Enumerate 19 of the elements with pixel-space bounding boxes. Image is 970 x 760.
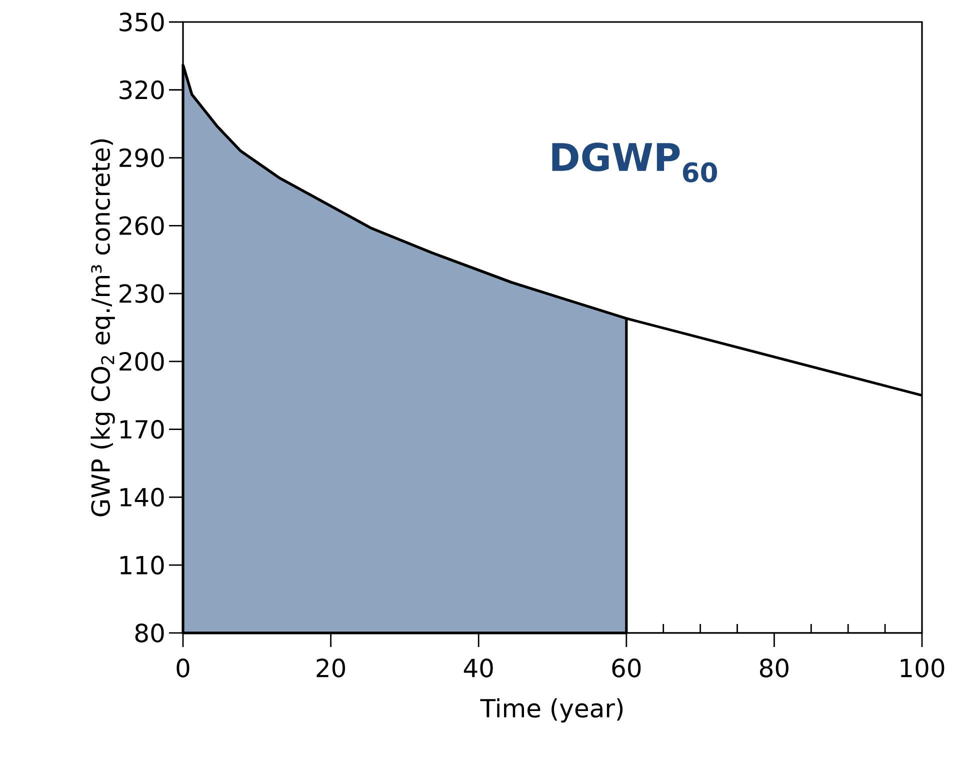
- x-tick-label: 100: [900, 658, 944, 678]
- y-tick-label: 170: [120, 420, 164, 439]
- y-tick-label: 200: [120, 352, 164, 371]
- y-tick-label: 110: [120, 556, 164, 575]
- y-tick-label: 140: [120, 488, 164, 507]
- annotation: DGWP$_{60}$: [552, 142, 718, 182]
- x-axis-title: Time (year): [480, 698, 623, 722]
- x-tick-label: 20: [316, 658, 346, 678]
- x-tick-label: 40: [464, 658, 493, 678]
- y-tick-label: 320: [120, 80, 164, 100]
- y-tick-label: 80: [135, 624, 164, 642]
- x-tick-label: 60: [612, 658, 641, 678]
- x-tick-label: 0: [176, 658, 190, 678]
- y-tick-label: 290: [120, 148, 164, 168]
- x-tick-label: 80: [760, 658, 788, 678]
- y-axis-title: GWP (kg CO$_{2}$ eq./m³ concrete): [90, 139, 115, 516]
- y-tick-label: 350: [120, 12, 164, 32]
- y-tick-label: 260: [120, 216, 164, 236]
- y-tick-label: 230: [120, 284, 164, 304]
